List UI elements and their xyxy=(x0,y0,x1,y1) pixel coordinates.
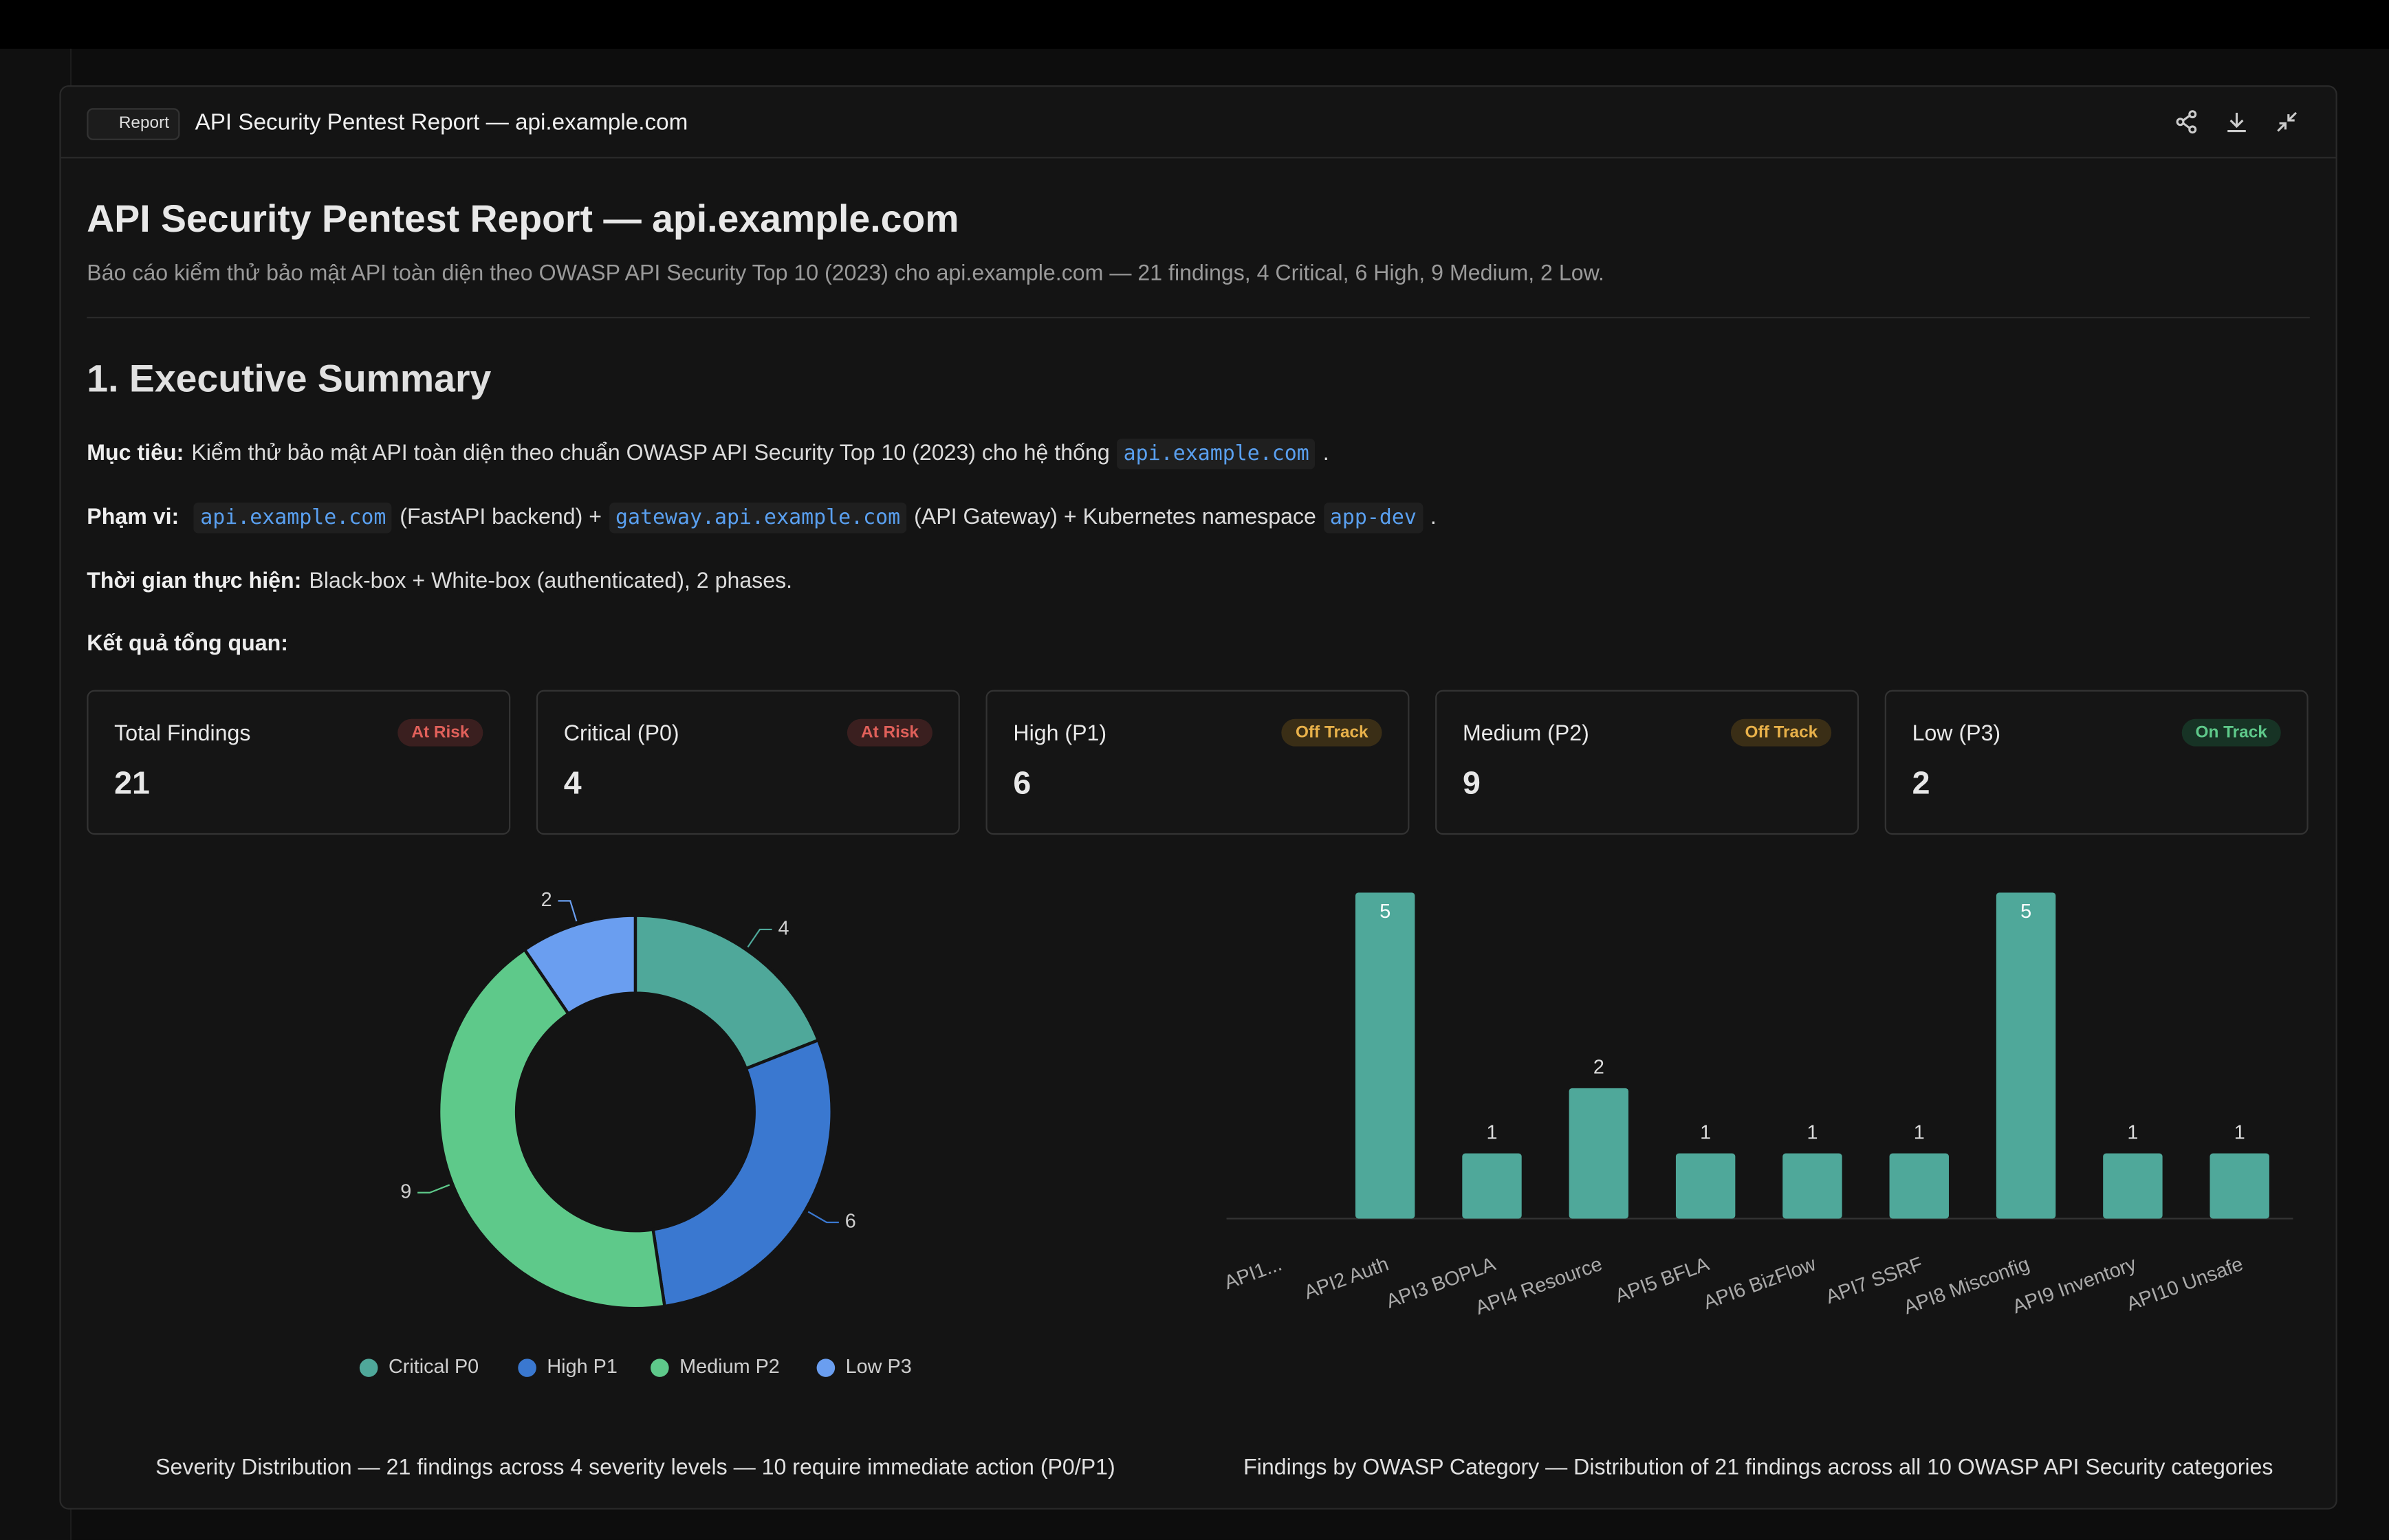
donut-slice xyxy=(522,914,637,1016)
x-tick-label: API1... xyxy=(1221,1253,1285,1295)
legend-swatch xyxy=(359,1358,378,1377)
donut-slice xyxy=(437,947,667,1310)
card-title: Medium (P2) xyxy=(1462,722,1589,747)
paragraph-label: Kết quả tổng quan: xyxy=(87,632,288,657)
card-title: Low (P3) xyxy=(1912,722,2001,747)
bar xyxy=(1675,1153,1736,1219)
stat-card: Medium (P2) 9 Off Track xyxy=(1435,690,1859,835)
leader-line xyxy=(417,1184,450,1194)
share-button[interactable] xyxy=(2172,108,2200,135)
paragraph-label: Mục tiêu: xyxy=(87,441,184,466)
donut-slice xyxy=(651,1038,833,1308)
inline-code: gateway.api.example.com xyxy=(609,503,907,534)
card-value: 2 xyxy=(1912,766,1930,802)
bar-value-label: 1 xyxy=(2127,1121,2138,1143)
paragraph: Kết quả tổng quan: xyxy=(87,632,296,656)
inline-code: app-dev xyxy=(1324,503,1423,534)
leader-line xyxy=(747,928,772,948)
inline-code: api.example.com xyxy=(194,503,393,534)
paragraph: Thời gian thực hiện: Black-box + White-bo… xyxy=(87,570,792,594)
report-title: API Security Pentest Report — api.exampl… xyxy=(87,198,959,241)
bar xyxy=(1996,892,2056,1219)
bar-value-label: 1 xyxy=(2234,1121,2245,1143)
top-bar xyxy=(0,0,2389,49)
modal-title: API Security Pentest Report — api.exampl… xyxy=(195,109,688,136)
chart-caption: Severity Distribution — 21 findings acro… xyxy=(155,1454,1115,1479)
stat-card: Critical (P0) 4 At Risk xyxy=(536,690,960,835)
bar-value-label: 1 xyxy=(1914,1121,1925,1143)
legend-swatch xyxy=(816,1358,836,1377)
x-tick-label: API9 Inventory xyxy=(2009,1253,2139,1318)
bar xyxy=(2210,1153,2269,1219)
download-button[interactable] xyxy=(2223,108,2251,135)
bar xyxy=(1462,1153,1522,1219)
minimize-button[interactable] xyxy=(2273,108,2301,135)
slice-label: 9 xyxy=(400,1180,411,1202)
leader-line xyxy=(807,1211,839,1224)
bar xyxy=(1355,892,1415,1219)
paragraph: Phạm vi: api.example.com (FastAPI backend)… xyxy=(87,503,1437,534)
bar-value-label: 2 xyxy=(1593,1057,1604,1079)
card-value: 6 xyxy=(1013,766,1032,802)
slice-label: 4 xyxy=(778,918,789,940)
card-value: 21 xyxy=(114,766,150,802)
card-title: High (P1) xyxy=(1013,722,1107,747)
paragraph-text: (FastAPI backend) + xyxy=(400,505,602,531)
status-badge: At Risk xyxy=(397,718,483,747)
status-badge: Off Track xyxy=(1731,718,1832,747)
bar xyxy=(1889,1153,1949,1219)
stat-card: High (P1) 6 Off Track xyxy=(985,690,1410,835)
bar xyxy=(1782,1153,1842,1219)
leader-line xyxy=(558,900,578,922)
report-modal: Report API Security Pentest Report — api… xyxy=(59,85,2337,1510)
legend-label: High P1 xyxy=(547,1356,617,1378)
legend-label: Medium P2 xyxy=(679,1356,780,1378)
bar xyxy=(2103,1153,2163,1219)
slice-label: 2 xyxy=(541,889,552,911)
paragraph-label: Thời gian thực hiện: xyxy=(87,569,302,595)
card-title: Critical (P0) xyxy=(563,722,679,747)
paragraph-text: Black-box + White-box (authenticated), 2… xyxy=(309,569,793,595)
report-subtitle: Báo cáo kiểm thử bảo mật API toàn diện t… xyxy=(87,262,1604,287)
bar-value-label: 1 xyxy=(1487,1121,1498,1143)
report-badge: Report xyxy=(87,108,180,140)
paragraph: Mục tiêu: Kiểm thử bảo mật API toàn diện … xyxy=(87,439,1329,470)
x-tick-label: API6 BizFlow xyxy=(1701,1253,1819,1314)
donut-slice xyxy=(633,914,820,1071)
paragraph-text: (API Gateway) + Kubernetes namespace xyxy=(914,505,1316,531)
legend-swatch xyxy=(518,1358,536,1377)
bar-value-label: 1 xyxy=(1700,1121,1711,1143)
x-tick-label: API10 Unsafe xyxy=(2124,1253,2246,1316)
x-tick-label: API2 Auth xyxy=(1301,1253,1391,1304)
legend-label: Critical P0 xyxy=(389,1356,479,1378)
paragraph-text: . xyxy=(1430,505,1437,531)
chart-caption: Findings by OWASP Category — Distributio… xyxy=(1243,1454,2273,1479)
card-value: 9 xyxy=(1462,766,1481,802)
inline-code: api.example.com xyxy=(1117,439,1316,470)
legend-swatch xyxy=(651,1358,669,1377)
paragraph-label: Phạm vi: xyxy=(87,505,179,531)
status-badge: At Risk xyxy=(847,718,932,747)
modal-header: Report API Security Pentest Report — api… xyxy=(61,87,2336,159)
slice-label: 6 xyxy=(845,1211,856,1233)
legend-label: Low P3 xyxy=(846,1356,912,1378)
card-value: 4 xyxy=(563,766,582,802)
bar-value-label: 1 xyxy=(1807,1121,1818,1143)
section-title: 1. Executive Summary xyxy=(87,358,492,401)
bar xyxy=(1569,1088,1629,1219)
card-title: Total Findings xyxy=(114,722,251,747)
paragraph-text: . xyxy=(1322,441,1329,466)
stat-card: Low (P3) 2 On Track xyxy=(1884,690,2309,835)
status-badge: On Track xyxy=(2181,718,2281,747)
stat-card: Total Findings 21 At Risk xyxy=(87,690,511,835)
bar-value-label: 5 xyxy=(1379,901,1390,923)
status-badge: Off Track xyxy=(1282,718,1382,747)
bar-value-label: 5 xyxy=(2020,901,2031,923)
x-tick-label: API5 BFLA xyxy=(1613,1253,1713,1307)
paragraph-text: Kiểm thử bảo mật API toàn diện theo chuẩ… xyxy=(191,441,1110,466)
divider xyxy=(87,316,2310,319)
